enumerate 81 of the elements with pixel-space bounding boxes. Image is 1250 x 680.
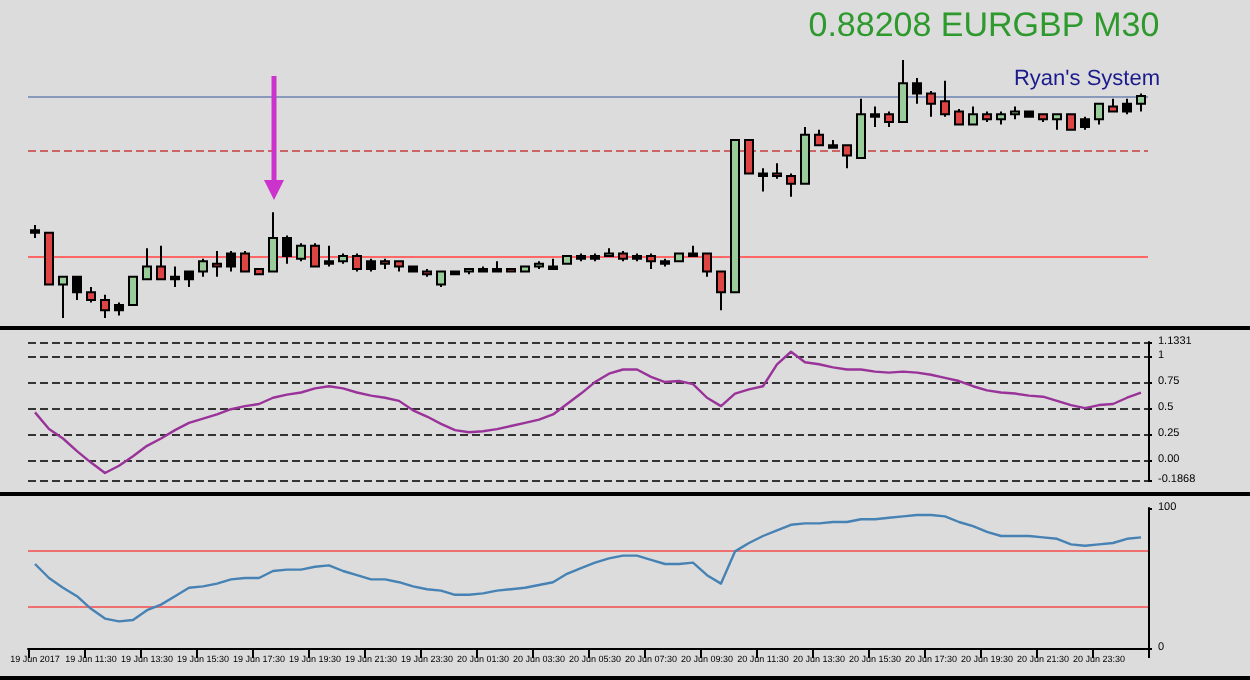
candlestick	[212, 249, 222, 278]
candlestick	[660, 257, 670, 268]
candlestick	[968, 105, 978, 126]
candlestick	[996, 110, 1006, 126]
candlestick	[170, 265, 180, 289]
candlestick	[324, 244, 334, 268]
candlestick	[100, 293, 110, 319]
candlestick	[58, 275, 68, 319]
candlestick	[1024, 110, 1034, 118]
candlestick	[954, 108, 964, 126]
candlestick	[856, 97, 866, 160]
candlestick	[632, 252, 642, 263]
candlestick	[128, 275, 138, 307]
candlestick	[226, 249, 236, 273]
candlestick	[842, 144, 852, 170]
candlestick	[982, 110, 992, 123]
candlestick	[730, 138, 740, 294]
candlestick	[786, 172, 796, 198]
candlestick	[562, 255, 572, 265]
candlestick	[198, 257, 208, 278]
line-series	[33, 513, 1143, 623]
candlestick	[156, 244, 166, 281]
candlestick	[338, 252, 348, 265]
candlestick	[44, 231, 54, 286]
candlestick	[828, 138, 838, 149]
candlestick	[744, 138, 754, 175]
candlestick	[870, 105, 880, 129]
candlestick	[380, 257, 390, 270]
candlestick	[1052, 113, 1062, 131]
candlestick	[646, 252, 656, 270]
candlestick	[268, 211, 278, 273]
text: 0.88208 EURGBP M30	[808, 6, 1160, 44]
candlestick	[436, 270, 446, 289]
candlestick	[1122, 97, 1132, 116]
candlestick	[926, 89, 936, 118]
candlestick	[520, 265, 530, 273]
candlestick	[758, 167, 768, 193]
candlestick	[688, 244, 698, 258]
candlestick	[254, 267, 264, 276]
candlestick	[800, 126, 810, 185]
candlestick	[478, 265, 488, 273]
candlestick	[618, 249, 628, 263]
candlestick	[590, 252, 600, 263]
candlestick	[450, 270, 460, 276]
candlestick	[814, 128, 824, 147]
candlestick	[366, 257, 376, 273]
candlestick	[716, 270, 726, 312]
candlestick	[184, 270, 194, 289]
candlestick	[142, 247, 152, 281]
candlestick	[282, 234, 292, 265]
candlestick	[394, 260, 404, 273]
candlestick	[1136, 92, 1146, 113]
candlestick	[1094, 102, 1104, 126]
candlestick	[1080, 115, 1090, 131]
candlestick	[296, 242, 306, 263]
candlestick	[1010, 105, 1020, 121]
line-series	[33, 350, 1143, 475]
candlestick	[772, 162, 782, 180]
candlestick	[114, 301, 124, 317]
candlestick	[352, 252, 362, 273]
candlestick	[702, 252, 712, 278]
candlestick	[72, 275, 82, 301]
candlestick	[1038, 113, 1048, 123]
candlestick	[1066, 113, 1076, 131]
candlestick	[940, 79, 950, 118]
candlestick	[912, 77, 922, 105]
candlestick	[884, 110, 894, 129]
candlestick	[674, 252, 684, 263]
candlestick	[240, 249, 250, 273]
candlestick	[576, 252, 586, 263]
candlestick	[1108, 97, 1118, 113]
candlestick	[86, 286, 96, 304]
candlestick	[30, 224, 40, 240]
candlestick	[548, 257, 558, 270]
candlestick	[408, 265, 418, 273]
candlestick	[898, 59, 908, 123]
candlestick	[310, 242, 320, 268]
candlestick	[492, 260, 502, 273]
annotation: Ryan's System	[1013, 67, 1161, 91]
candlestick	[534, 260, 544, 270]
candlestick	[464, 267, 474, 276]
